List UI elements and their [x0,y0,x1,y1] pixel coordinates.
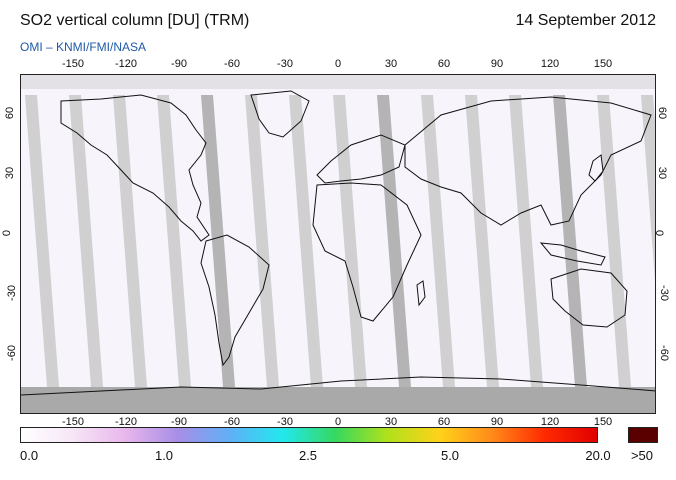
latitude-tick-label: 0 [1,229,14,237]
longitude-tick-label: 90 [490,416,504,428]
coast-north-america [60,94,210,242]
longitude-tick-label: 90 [490,58,504,70]
colorbar-overflow-box [628,427,658,443]
orbit-gap-stripe [333,95,367,387]
north-no-data-band [21,75,655,89]
coast-greenland [250,90,310,138]
latitude-tick-label: 30 [4,166,17,180]
latitude-tick-label: -60 [657,345,670,361]
colorbar-label: 20.0 [585,448,611,463]
longitude-tick-label: -30 [277,416,293,428]
longitude-tick-label: -150 [61,416,85,428]
longitude-tick-label: -90 [171,416,187,428]
orbit-gap-stripe [69,95,103,387]
longitude-tick-label: -150 [61,58,85,70]
latitude-tick-label: 0 [653,229,666,237]
colorbar-label: 2.5 [298,448,318,463]
south-no-data-band [21,387,655,413]
orbit-gap-stripe [377,95,411,387]
latitude-tick-label: -30 [657,285,670,301]
longitude-tick-label: 60 [437,416,451,428]
chart-title: SO2 vertical column [DU] (TRM) [20,12,250,29]
longitude-tick-label: 30 [384,58,398,70]
orbit-gap-stripe [597,95,631,387]
coast-madagascar [416,280,426,307]
longitude-tick-label: -60 [224,416,240,428]
orbit-gap-stripe [421,95,455,387]
so2-map [20,74,656,414]
credit-line: OMI – KNMI/FMI/NASA [20,40,147,54]
colorbar-label: 5.0 [440,448,460,463]
orbit-gap-stripe [113,95,147,387]
date-label: 14 September 2012 [515,12,656,29]
longitude-tick-label: 120 [540,416,560,428]
longitude-tick-label: 0 [334,416,342,428]
colorbar [20,427,598,443]
orbit-gap-stripe [201,95,235,387]
longitude-tick-label: -120 [114,58,138,70]
coast-japan [588,154,604,182]
coast-asia [404,96,652,226]
longitude-tick-label: 30 [384,416,398,428]
coast-indonesia [539,242,606,266]
longitude-tick-label: -120 [114,416,138,428]
orbit-gap-stripe [25,95,59,387]
latitude-tick-label: -30 [5,285,18,301]
orbit-gap-stripe [641,95,655,281]
colorbar-label: 1.0 [154,448,174,463]
coast-europe [316,134,406,184]
longitude-tick-label: 0 [334,58,342,70]
coast-south-america [200,234,270,367]
coast-africa [312,182,422,322]
orbit-gap-stripe [245,95,279,387]
coast-antarctica [21,376,655,396]
orbit-gap-stripe [289,95,323,387]
colorbar-label: 0.0 [20,448,39,463]
coast-australia [550,268,628,328]
longitude-tick-label: 150 [593,58,613,70]
longitude-tick-label: -90 [171,58,187,70]
longitude-tick-label: -60 [224,58,240,70]
coastlines [21,90,655,396]
longitude-tick-label: 60 [437,58,451,70]
orbit-gaps [25,95,655,387]
orbit-gap-stripe [465,95,499,387]
map-canvas [21,75,655,413]
orbit-gap-stripe [509,95,543,387]
latitude-tick-label: 60 [656,106,669,120]
colorbar-label: >50 [630,448,654,463]
orbit-gap-stripe [553,95,587,387]
longitude-tick-label: 150 [593,416,613,428]
longitude-tick-label: -30 [277,58,293,70]
longitude-tick-label: 120 [540,58,560,70]
orbit-gap-stripe [157,95,191,387]
latitude-tick-label: 60 [4,106,17,120]
latitude-tick-label: 30 [656,166,669,180]
latitude-tick-label: -60 [5,345,18,361]
